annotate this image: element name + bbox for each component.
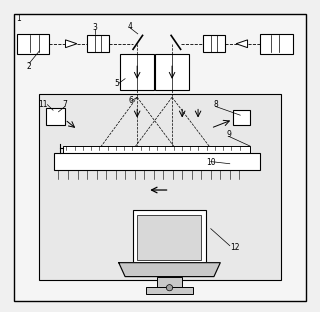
Text: 8: 8 bbox=[213, 100, 218, 109]
Text: 4: 4 bbox=[127, 22, 132, 31]
Bar bbox=[203, 35, 225, 52]
Text: 11: 11 bbox=[38, 100, 47, 109]
Bar bbox=[87, 35, 109, 52]
Bar bbox=[46, 108, 65, 125]
Polygon shape bbox=[119, 263, 220, 277]
Text: 3: 3 bbox=[92, 23, 97, 32]
Text: 10: 10 bbox=[206, 158, 216, 167]
Bar bbox=[157, 277, 182, 287]
Text: 7: 7 bbox=[62, 100, 67, 109]
Text: 9: 9 bbox=[227, 130, 232, 139]
Bar bbox=[155, 54, 188, 90]
Bar bbox=[120, 54, 154, 90]
Text: 6: 6 bbox=[128, 96, 133, 105]
Bar bbox=[133, 210, 206, 263]
Bar bbox=[260, 34, 293, 54]
Bar bbox=[146, 287, 193, 294]
Circle shape bbox=[166, 285, 173, 291]
Bar bbox=[54, 153, 260, 170]
Polygon shape bbox=[66, 40, 77, 48]
Polygon shape bbox=[236, 40, 248, 48]
Bar bbox=[39, 94, 281, 280]
Bar bbox=[137, 215, 201, 260]
Text: 5: 5 bbox=[115, 79, 120, 88]
Text: 12: 12 bbox=[230, 243, 239, 252]
Text: 1: 1 bbox=[16, 14, 21, 23]
Bar bbox=[17, 34, 49, 54]
Bar bbox=[233, 110, 251, 125]
Text: 2: 2 bbox=[27, 62, 32, 71]
Bar bbox=[63, 146, 251, 153]
